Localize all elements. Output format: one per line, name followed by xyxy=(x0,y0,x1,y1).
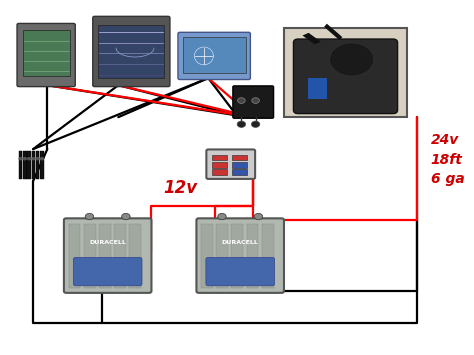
FancyBboxPatch shape xyxy=(93,16,170,87)
Bar xyxy=(99,25,164,78)
Text: 12v: 12v xyxy=(163,179,197,197)
Bar xyxy=(36,151,39,179)
Bar xyxy=(40,151,44,179)
Circle shape xyxy=(237,121,246,127)
FancyBboxPatch shape xyxy=(17,23,75,87)
Bar xyxy=(129,224,141,288)
Bar xyxy=(216,224,228,288)
Text: DURACELL: DURACELL xyxy=(89,240,126,245)
Bar xyxy=(212,162,227,168)
FancyBboxPatch shape xyxy=(293,39,398,114)
FancyBboxPatch shape xyxy=(206,257,274,286)
Circle shape xyxy=(32,158,35,160)
Bar xyxy=(284,28,407,117)
Circle shape xyxy=(237,98,245,103)
Bar xyxy=(27,151,31,179)
Circle shape xyxy=(254,213,263,220)
Bar xyxy=(84,224,96,288)
Bar xyxy=(182,37,246,73)
Text: 24v
18ft
6 ga: 24v 18ft 6 ga xyxy=(431,133,465,186)
FancyBboxPatch shape xyxy=(73,257,142,286)
FancyBboxPatch shape xyxy=(206,149,255,179)
Bar xyxy=(23,151,27,179)
Bar xyxy=(69,224,81,288)
Bar xyxy=(114,224,126,288)
Bar xyxy=(232,155,247,160)
Circle shape xyxy=(40,158,43,160)
Bar xyxy=(23,30,70,76)
Text: DURACELL: DURACELL xyxy=(222,240,259,245)
Bar xyxy=(232,162,247,168)
Bar xyxy=(232,169,247,175)
Polygon shape xyxy=(302,33,321,44)
Bar xyxy=(262,224,273,288)
Bar xyxy=(308,78,327,99)
Circle shape xyxy=(329,43,374,76)
Bar xyxy=(246,224,258,288)
Bar xyxy=(32,151,35,179)
Bar xyxy=(99,224,111,288)
FancyBboxPatch shape xyxy=(178,32,250,80)
FancyBboxPatch shape xyxy=(233,86,273,118)
Circle shape xyxy=(19,158,22,160)
Circle shape xyxy=(36,158,39,160)
FancyBboxPatch shape xyxy=(64,218,152,293)
Circle shape xyxy=(85,213,94,220)
Bar xyxy=(19,151,22,179)
Circle shape xyxy=(122,213,130,220)
Circle shape xyxy=(27,158,30,160)
Circle shape xyxy=(23,158,26,160)
Bar xyxy=(201,224,213,288)
Bar xyxy=(212,155,227,160)
FancyBboxPatch shape xyxy=(196,218,284,293)
Bar xyxy=(231,224,243,288)
Circle shape xyxy=(251,121,260,127)
Bar xyxy=(212,169,227,175)
Circle shape xyxy=(252,98,259,103)
Circle shape xyxy=(218,213,226,220)
